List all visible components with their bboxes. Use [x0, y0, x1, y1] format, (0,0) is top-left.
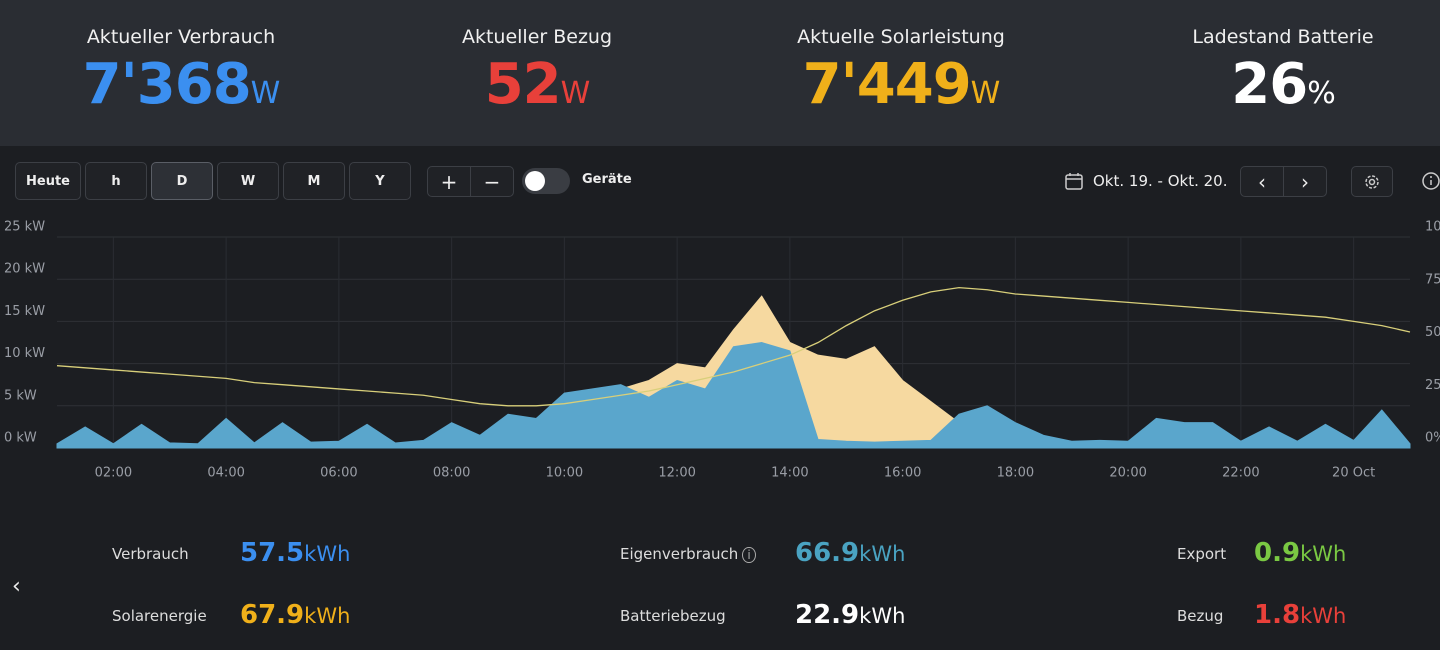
stat-unit: kWh: [1300, 604, 1347, 628]
stat-value: 0.9kWh: [1254, 538, 1346, 568]
stat-unit: kWh: [859, 604, 906, 628]
y2-tick-label: 0%: [1425, 431, 1440, 446]
stat-unit: kWh: [859, 542, 906, 566]
stat-number: 57.5: [240, 538, 305, 568]
kpi: Aktueller Verbrauch 7'368W: [1, 26, 361, 117]
toggle-label: Geräte: [582, 172, 632, 187]
x-tick-label: 04:00: [207, 466, 244, 481]
x-tick-label: 08:00: [433, 466, 470, 481]
kpi-unit: %: [1307, 76, 1335, 111]
kpi-value-row: 7'449W: [721, 52, 1081, 117]
range-button[interactable]: Y: [349, 162, 411, 200]
stat-number: 67.9: [240, 600, 305, 630]
x-tick-label: 02:00: [95, 466, 132, 481]
x-tick-label: 20 Oct: [1332, 466, 1375, 481]
kpi-label: Ladestand Batterie: [1192, 26, 1374, 48]
kpi-value: 26: [1231, 52, 1308, 117]
kpi-label: Aktueller Verbrauch: [86, 26, 276, 48]
y2-tick-label: 100%: [1425, 220, 1440, 235]
nav-button[interactable]: ›: [1283, 166, 1327, 197]
date-range[interactable]: Okt. 19. - Okt. 20.: [1093, 172, 1228, 190]
stat-number: 66.9: [795, 538, 860, 568]
stat-label-text: Batteriebezug: [620, 607, 726, 625]
kpi-band: [0, 0, 1440, 146]
stat-label: Batteriebezug: [620, 607, 726, 625]
stat-label-text: Verbrauch: [112, 545, 189, 563]
stat-number: 1.8: [1254, 600, 1301, 630]
y-tick-label: 0 kW: [4, 431, 37, 446]
x-tick-label: 12:00: [658, 466, 695, 481]
kpi-value-row: 7'368W: [1, 52, 361, 117]
x-tick-label: 16:00: [884, 466, 921, 481]
kpi-label: Aktueller Bezug: [461, 26, 613, 48]
stat-number: 22.9: [795, 600, 860, 630]
stat-label: Bezug: [1177, 607, 1223, 625]
kpi-value: 7'368: [82, 52, 252, 117]
y-tick-label: 10 kW: [4, 346, 45, 361]
range-button[interactable]: W: [217, 162, 279, 200]
toggle-knob: [525, 171, 545, 191]
stat-unit: kWh: [304, 604, 351, 628]
zoom-button[interactable]: −: [470, 166, 514, 197]
y-tick-label: 5 kW: [4, 388, 37, 403]
y-tick-label: 20 kW: [4, 262, 45, 277]
x-tick-label: 06:00: [320, 466, 357, 481]
kpi-value: 52: [484, 52, 562, 117]
y-tick-label: 25 kW: [4, 220, 45, 235]
settings-button[interactable]: [1351, 166, 1393, 197]
stat-value: 66.9kWh: [795, 538, 905, 568]
zoom-button[interactable]: +: [427, 166, 471, 197]
x-tick-label: 18:00: [997, 466, 1034, 481]
stat-label: Eigenverbrauch i: [620, 545, 756, 563]
stat-unit: kWh: [1300, 542, 1347, 566]
y2-tick-label: 50%: [1425, 325, 1440, 340]
kpi-unit: W: [250, 76, 281, 111]
kpi: Aktuelle Solarleistung 7'449W: [721, 26, 1081, 117]
kpi-unit: W: [560, 76, 591, 111]
kpi-value: 7'449: [802, 52, 972, 117]
info-icon[interactable]: [1420, 171, 1440, 191]
stat-value: 22.9kWh: [795, 600, 905, 630]
stat-label-text: Export: [1177, 545, 1227, 563]
stat-number: 0.9: [1254, 538, 1301, 568]
range-button[interactable]: Heute: [15, 162, 81, 200]
stat-label-text: Bezug: [1177, 607, 1224, 625]
devices-toggle[interactable]: [522, 168, 570, 194]
range-button[interactable]: h: [85, 162, 147, 200]
x-tick-label: 14:00: [771, 466, 808, 481]
kpi-value-row: 26%: [1103, 52, 1440, 117]
x-tick-label: 20:00: [1109, 466, 1146, 481]
kpi-unit: W: [970, 76, 1001, 111]
kpi-value-row: 52W: [357, 52, 717, 117]
stat-value: 1.8kWh: [1254, 600, 1346, 630]
gear-icon: [1365, 174, 1379, 189]
range-button[interactable]: D: [151, 162, 213, 200]
stat-label: Verbrauch: [112, 545, 189, 563]
nav-button[interactable]: ‹: [1240, 166, 1284, 197]
stat-unit: kWh: [304, 542, 351, 566]
stat-label-text: Solarenergie: [112, 607, 207, 625]
stat-value: 57.5kWh: [240, 538, 350, 568]
stat-value: 67.9kWh: [240, 600, 350, 630]
kpi: Ladestand Batterie 26%: [1103, 26, 1440, 117]
y2-tick-label: 25%: [1425, 378, 1440, 393]
kpi-label: Aktuelle Solarleistung: [797, 26, 1005, 48]
range-button[interactable]: M: [283, 162, 345, 200]
info-icon: i: [742, 547, 756, 563]
kpi: Aktueller Bezug 52W: [357, 26, 717, 117]
battery-line: [56, 286, 1411, 407]
x-tick-label: 10:00: [546, 466, 583, 481]
stat-label-text: Eigenverbrauch: [620, 545, 739, 563]
prev-arrow[interactable]: ‹: [12, 574, 21, 599]
y2-tick-label: 75%: [1425, 272, 1440, 287]
calendar-icon[interactable]: [1064, 171, 1084, 191]
x-tick-label: 22:00: [1222, 466, 1259, 481]
area: [56, 341, 1411, 449]
stat-label: Export: [1177, 545, 1226, 563]
stat-label: Solarenergie: [112, 607, 207, 625]
y-tick-label: 15 kW: [4, 304, 45, 319]
